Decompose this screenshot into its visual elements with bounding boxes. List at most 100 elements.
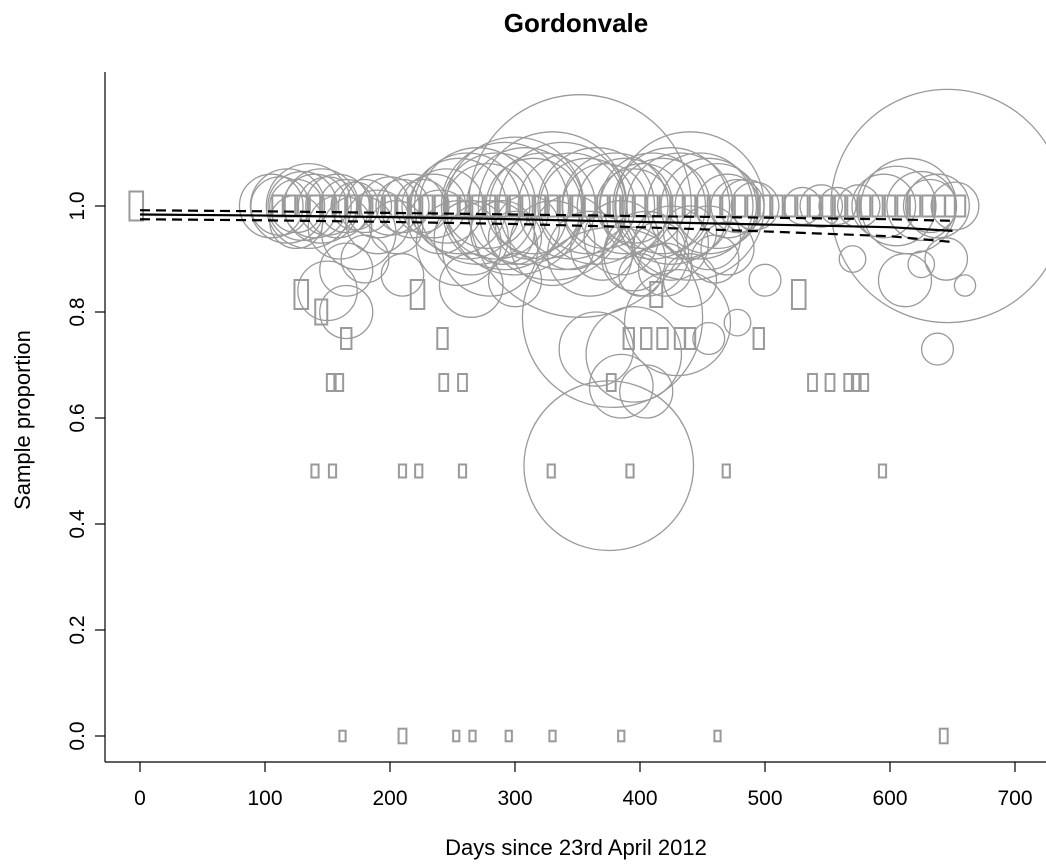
rect-marker (508, 194, 522, 218)
rect-marker (850, 372, 862, 392)
rect-marker (733, 194, 747, 218)
rect-marker (271, 194, 284, 218)
bubble-point (855, 165, 937, 247)
bubble-point (337, 178, 393, 234)
x-tick-label: 0 (134, 787, 146, 810)
bubble-point (487, 253, 543, 308)
rect-marker (414, 463, 424, 479)
bubble-point (319, 242, 374, 297)
bubble-point (637, 242, 693, 297)
rect-marker (921, 194, 934, 218)
rect-marker (436, 327, 449, 350)
trend-layer (139, 209, 953, 244)
bubble-point (748, 263, 782, 297)
marker-layer (128, 190, 967, 745)
rect-marker (340, 327, 353, 350)
rect-marker (658, 194, 672, 218)
bubble-point (700, 221, 755, 276)
rect-marker (504, 729, 513, 743)
rect-marker (877, 463, 888, 479)
bubble-point (415, 200, 502, 287)
rect-marker (471, 194, 484, 218)
rect-marker (713, 729, 722, 743)
x-tick-label: 300 (497, 787, 532, 810)
bubble-point (799, 184, 844, 228)
rect-marker (438, 372, 450, 392)
rect-marker (649, 281, 664, 309)
bubble-point (267, 170, 338, 242)
bubble-point (238, 173, 304, 239)
bubble-point (626, 152, 734, 260)
bubble-point (487, 210, 543, 265)
bubble-point (623, 268, 732, 377)
rect-marker (790, 279, 807, 311)
rect-marker (327, 463, 338, 479)
rect-marker (896, 194, 909, 218)
bubble-point (558, 311, 635, 387)
y-tick-label: 0.6 (66, 403, 89, 432)
bubble-point (297, 176, 358, 236)
bubble-point (953, 274, 977, 297)
rect-marker (605, 372, 617, 392)
y-tick-label: 0.4 (66, 509, 89, 539)
y-tick-label: 0.8 (66, 297, 89, 326)
bubble-point (265, 162, 352, 250)
bubble-layer (238, 88, 1046, 552)
rect-marker (338, 729, 347, 743)
bubble-point (930, 181, 980, 231)
bubble-point (619, 364, 674, 419)
rect-marker (843, 372, 855, 392)
bubble-point (920, 332, 955, 366)
rect-marker (752, 327, 765, 350)
rect-marker (128, 190, 145, 222)
rect-marker (457, 463, 468, 479)
bubble-point (838, 245, 867, 273)
rect-marker (953, 194, 967, 218)
trend-line (139, 213, 953, 233)
rect-marker (325, 372, 337, 392)
x-tick-label: 400 (622, 787, 657, 810)
x-axis-label: Days since 23rd April 2012 (445, 835, 707, 860)
rect-marker (673, 327, 687, 350)
rect-marker (571, 194, 584, 218)
rect-marker (314, 298, 329, 326)
bubble-point (537, 147, 656, 265)
bubble-point (407, 189, 473, 255)
rect-marker (483, 194, 497, 218)
bubble-point (662, 253, 718, 308)
bubble-point (851, 173, 917, 239)
rect-marker (496, 194, 509, 218)
rect-marker (796, 194, 809, 218)
bubble-point (907, 250, 936, 279)
x-axis-ticks: 0 100 200 300 400 500 600 700 (134, 762, 1033, 810)
x-tick-label: 600 (872, 787, 907, 810)
bubble-point (375, 178, 430, 234)
rect-marker (433, 194, 447, 218)
rect-marker (608, 194, 622, 218)
bubble-point (877, 253, 933, 308)
rect-marker (558, 194, 572, 218)
bubble-point (690, 234, 740, 284)
rect-marker (468, 729, 477, 743)
rect-marker (871, 194, 884, 218)
x-tick-label: 200 (372, 787, 407, 810)
bubble-point (676, 205, 742, 271)
rect-marker (758, 194, 772, 218)
y-tick-label: 1.0 (66, 191, 89, 220)
rect-marker (640, 327, 653, 350)
bubble-point (601, 226, 667, 292)
bubble-point (345, 173, 410, 239)
bubble-point (345, 189, 410, 255)
bubble-point (523, 380, 695, 552)
rect-marker (821, 194, 834, 218)
rect-marker (452, 729, 461, 743)
rect-marker (771, 194, 784, 218)
rect-marker (846, 194, 859, 218)
bubble-point (369, 200, 424, 255)
bubble-point (723, 308, 752, 337)
x-tick-label: 500 (747, 787, 782, 810)
rect-marker (625, 463, 635, 479)
bubble-point (438, 253, 504, 318)
chart-title: Gordonvale (504, 8, 648, 38)
bubble-point (633, 205, 710, 281)
